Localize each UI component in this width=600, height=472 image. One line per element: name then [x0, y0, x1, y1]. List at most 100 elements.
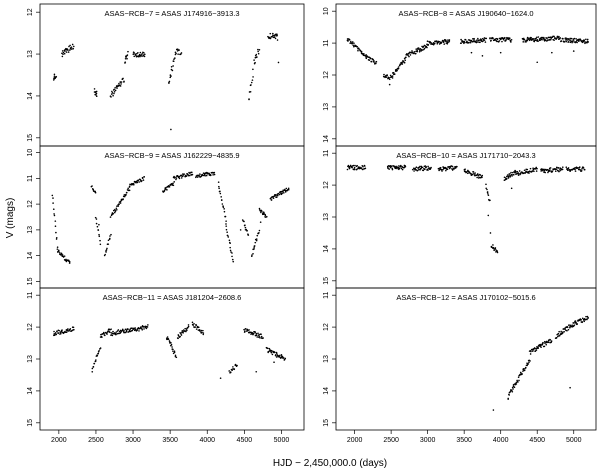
data-point [416, 50, 419, 53]
data-point [388, 76, 390, 79]
data-point [195, 324, 197, 327]
y-tick-label: 15 [27, 134, 34, 142]
data-point [479, 39, 481, 42]
data-point [244, 224, 246, 226]
data-point [51, 194, 54, 197]
data-point [105, 249, 108, 251]
data-point [109, 235, 111, 237]
y-tick-label: 14 [323, 387, 330, 395]
data-point [182, 332, 184, 334]
data-point [281, 192, 283, 195]
data-point [231, 255, 233, 258]
data-point [61, 254, 64, 256]
data-point [569, 39, 571, 41]
data-point [182, 329, 185, 331]
data-point [532, 167, 534, 169]
data-point [62, 53, 64, 55]
data-point [197, 326, 200, 329]
data-point [284, 188, 286, 191]
data-point [264, 214, 267, 217]
data-point [506, 174, 509, 176]
data-point [585, 315, 587, 318]
data-point [392, 165, 395, 167]
y-tick-label: 11 [27, 175, 34, 182]
y-tick-label: 14 [27, 387, 34, 395]
data-point [535, 37, 537, 40]
data-point [67, 49, 69, 51]
data-point [405, 56, 407, 59]
data-point [105, 251, 107, 253]
data-point [180, 333, 182, 335]
data-point [94, 216, 97, 219]
data-point [118, 82, 120, 85]
data-point [479, 41, 481, 44]
data-point [416, 169, 419, 172]
y-tick-label: 15 [323, 419, 330, 427]
data-point [99, 239, 101, 242]
y-axis-title: V (mags) [5, 198, 16, 239]
data-point [443, 43, 446, 45]
data-point [106, 247, 108, 250]
data-point [561, 168, 564, 171]
data-point [191, 321, 194, 324]
data-point [221, 203, 224, 205]
data-point [521, 373, 523, 376]
data-point [54, 220, 57, 222]
y-tick-label: 13 [323, 213, 330, 221]
data-point [432, 43, 435, 46]
data-point [143, 175, 145, 178]
data-point [189, 174, 191, 177]
data-point [397, 66, 400, 68]
data-point [55, 236, 58, 239]
data-point [569, 386, 571, 389]
data-point [544, 168, 546, 171]
data-point [485, 37, 488, 40]
data-point [175, 178, 177, 181]
data-point [398, 167, 401, 170]
data-point [285, 187, 288, 190]
data-point [94, 360, 97, 363]
data-point [270, 351, 273, 354]
data-point [136, 181, 139, 184]
data-point [57, 332, 59, 335]
data-point [282, 189, 284, 192]
data-point [271, 353, 274, 356]
data-point [112, 330, 114, 333]
data-point [220, 199, 223, 202]
data-point [137, 51, 139, 54]
data-point [490, 39, 492, 42]
data-point [252, 252, 254, 255]
data-point [446, 41, 449, 44]
data-point [185, 330, 187, 333]
data-point [553, 39, 555, 41]
data-point [426, 40, 429, 42]
data-point [415, 50, 417, 53]
data-point [92, 366, 95, 368]
data-point [133, 183, 135, 186]
data-point [95, 90, 98, 93]
y-tick-label: 13 [27, 50, 34, 58]
data-point [507, 397, 509, 400]
data-point [110, 328, 112, 330]
data-point [243, 328, 245, 331]
data-point [282, 192, 285, 194]
data-point [413, 52, 415, 54]
data-point [114, 208, 116, 211]
panel-title: ASAS−RCB−11 = ASAS J181204−2608.6 [103, 293, 242, 302]
data-point [481, 37, 484, 40]
data-point [270, 199, 273, 201]
data-point [177, 53, 179, 55]
data-point [580, 319, 582, 321]
data-point [71, 43, 74, 46]
data-point [114, 86, 116, 89]
data-point [359, 49, 362, 52]
data-point [141, 52, 143, 55]
data-point [535, 166, 538, 169]
data-point [351, 166, 353, 169]
data-point [143, 328, 145, 330]
data-point [549, 38, 552, 41]
data-point [517, 174, 520, 176]
data-point [363, 165, 366, 167]
data-point [246, 229, 248, 232]
y-tick-label: 14 [323, 245, 330, 253]
